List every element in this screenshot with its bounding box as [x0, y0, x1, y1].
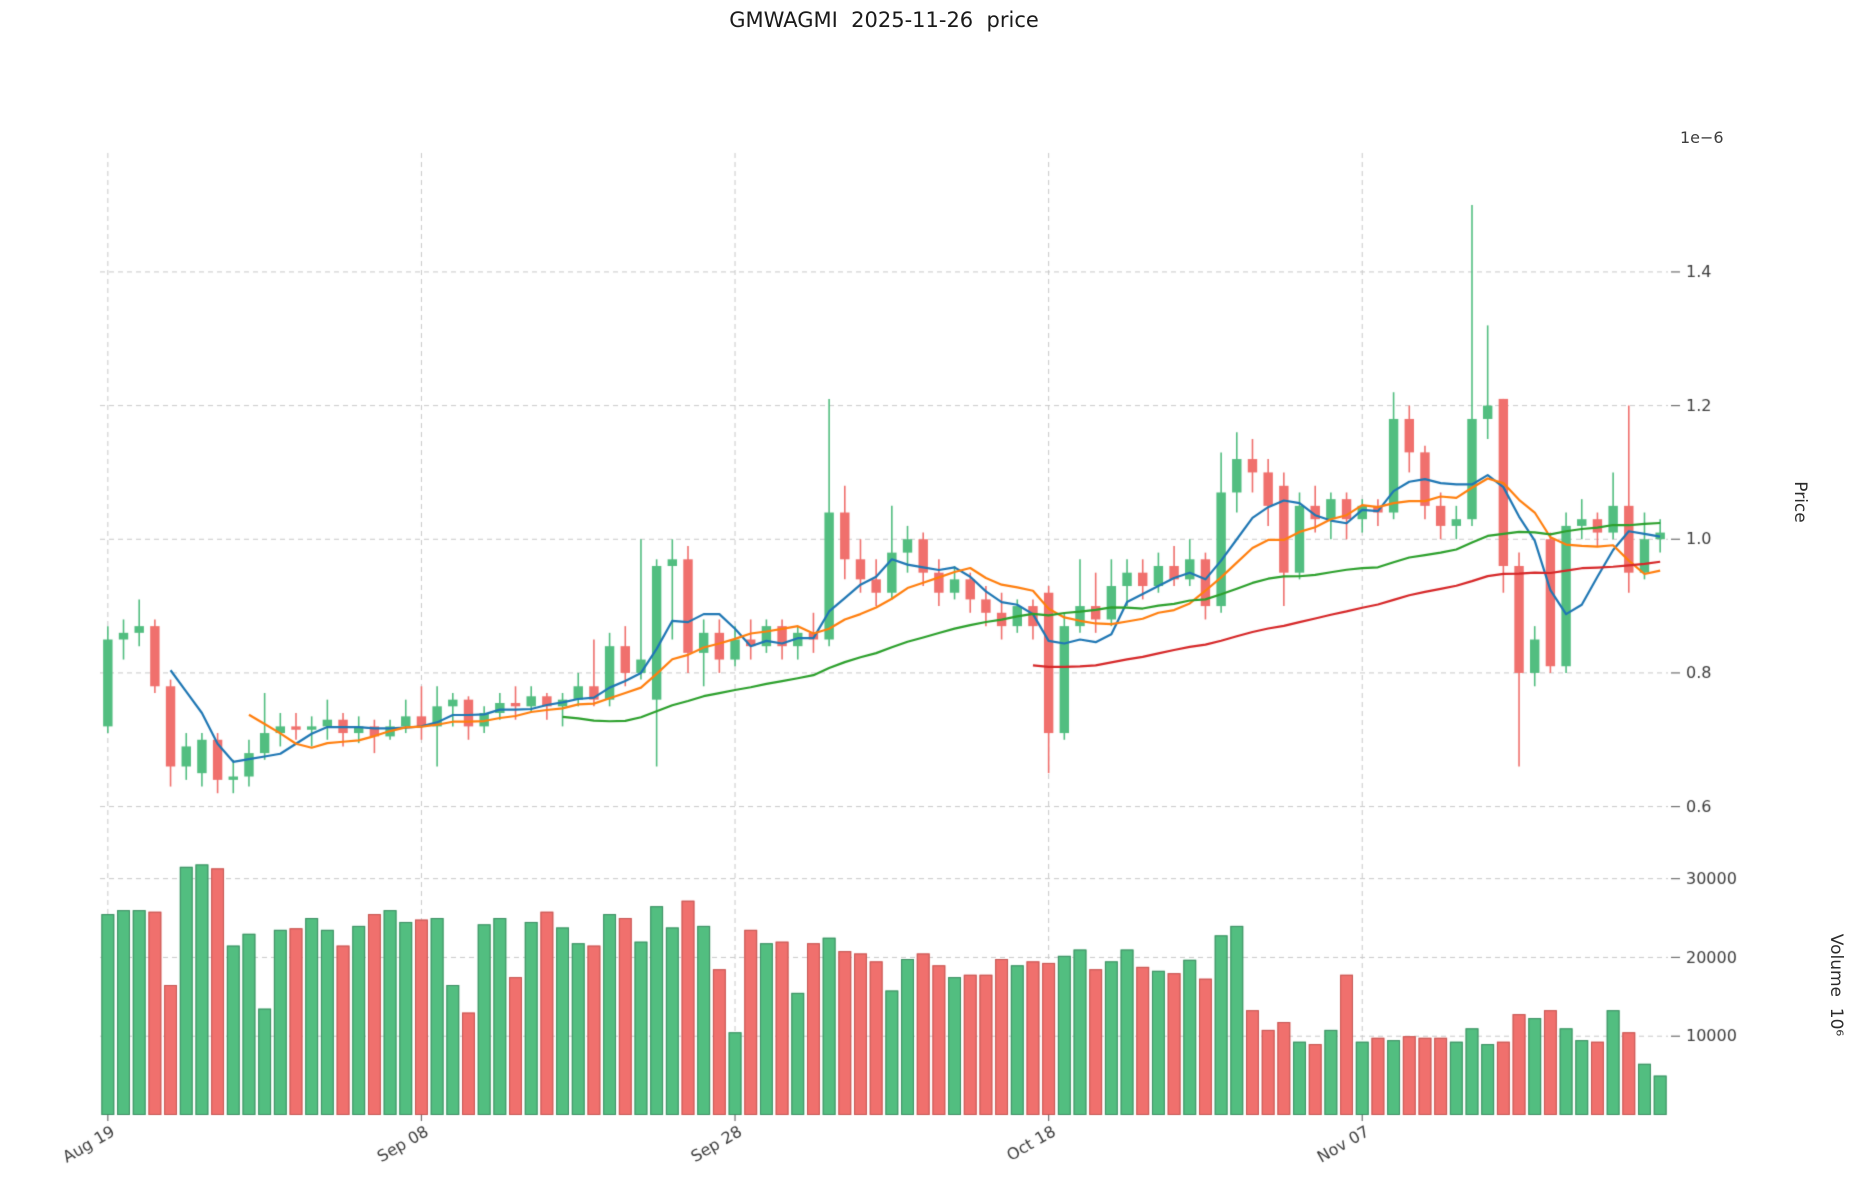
- price-axis-title: Price: [1790, 481, 1810, 523]
- chart-title: GMWAGMI 2025-11-26 price: [729, 8, 1039, 32]
- price-axis-offset-label: 1e−6: [1680, 128, 1724, 147]
- volume-axis-title: Volume 10⁶: [1826, 933, 1846, 1037]
